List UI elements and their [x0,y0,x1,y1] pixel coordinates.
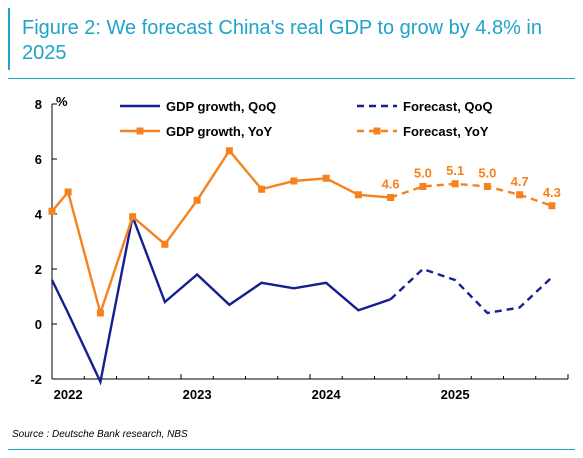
gdp-line-chart: -2 0 2 4 6 8 % 2022 2023 2024 2025 4.6 5.0 5.1 5.0 4.7… [30,94,569,402]
y-tick-label: 2 [35,262,42,277]
source-note: Source : Deutsche Bank research, NBS [12,429,188,440]
data-point-marker [258,185,266,193]
series-line-2 [51,148,391,318]
x-tick-label: 2025 [441,387,470,402]
data-label: 5.1 [446,163,464,178]
data-point-marker [129,213,137,221]
series-line-0 [50,212,391,386]
chart-series [48,147,556,386]
chart-axes: -2 0 2 4 6 8 % 2022 2023 2024 2025 [30,94,569,402]
x-tick-label: 2022 [54,387,83,402]
chart-legend: GDP growth, QoQ Forecast, QoQ GDP growth, … [120,99,493,139]
y-tick-label: 6 [35,152,42,167]
data-point-marker [225,147,233,155]
bottom-divider [8,449,575,450]
chart-annotations: 4.6 5.0 5.1 5.0 4.7 4.3 [382,163,561,200]
legend-marker [373,127,381,135]
data-label: 4.3 [543,185,561,200]
legend-label: Forecast, QoQ [403,99,493,114]
y-tick-label: 0 [35,317,42,332]
y-tick-label: 4 [35,207,43,222]
y-tick-label: -2 [30,372,42,387]
title-divider [8,78,575,79]
figure-title: Figure 2: We forecast China's real GDP t… [22,17,542,64]
data-point-marker [516,191,524,199]
title-bar: Figure 2: We forecast China's real GDP t… [8,8,575,70]
data-label: 5.0 [414,166,432,181]
data-point-marker [483,183,491,190]
data-label: 5.0 [478,166,496,181]
data-point-marker [322,174,330,182]
legend-label: Forecast, YoY [403,124,489,139]
data-point-marker [48,207,56,215]
data-point-marker [548,202,556,210]
data-point-marker [193,196,201,204]
data-point-marker [290,177,298,185]
series-line-1 [389,267,553,315]
series-line-3 [390,182,553,207]
y-axis-label: % [56,94,68,109]
y-tick-label: 8 [35,97,42,112]
legend-marker [136,127,144,135]
legend-label: GDP growth, YoY [166,124,273,139]
legend-label: GDP growth, QoQ [166,99,276,114]
x-tick-label: 2023 [183,387,212,402]
data-point-marker [354,191,362,199]
data-point-marker [64,188,72,196]
data-point-marker [161,240,169,248]
data-point-marker [419,183,427,190]
x-tick-label: 2024 [312,387,342,402]
data-point-marker [387,194,395,201]
data-point-marker [451,180,459,188]
data-label: 4.7 [511,174,529,189]
data-label: 4.6 [382,177,400,192]
data-point-marker [96,309,104,317]
